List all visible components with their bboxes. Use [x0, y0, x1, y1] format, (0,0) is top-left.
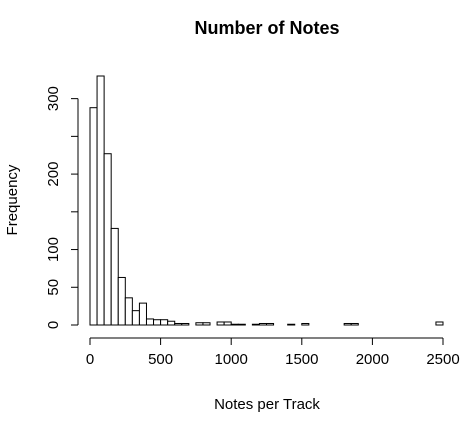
chart-title: Number of Notes [194, 18, 339, 38]
histogram-bar [216, 321, 225, 326]
histogram-bar [301, 322, 310, 326]
histogram-bar [230, 323, 239, 326]
histogram-bar [131, 310, 140, 326]
x-axis: 0 500 1000 1500 2000 2500 [86, 337, 460, 368]
histogram-bar [350, 322, 359, 326]
histogram-bar [237, 323, 246, 326]
histogram-bar [202, 322, 211, 326]
histogram-bar [138, 302, 147, 326]
histogram-bar [117, 276, 126, 326]
histogram-bar [181, 322, 190, 326]
histogram-bar [174, 322, 183, 326]
y-axis: 0 50 100 200 300 [45, 86, 79, 329]
x-axis-label: Notes per Track [214, 396, 320, 413]
x-tick-label: 1500 [285, 351, 318, 368]
histogram-bar [287, 323, 296, 326]
histogram-bar [258, 322, 268, 326]
histogram-bar [89, 107, 98, 326]
histogram-bar [160, 319, 169, 326]
histogram-bar [343, 322, 352, 326]
histogram-bar [145, 318, 155, 326]
histogram-bar [124, 297, 133, 326]
x-tick-label: 500 [148, 351, 173, 368]
y-tick-label: 100 [45, 237, 62, 262]
histogram-bar [96, 75, 105, 326]
histogram-bar [266, 322, 275, 326]
histogram-bar [167, 320, 176, 326]
x-tick-label: 0 [86, 351, 94, 368]
x-tick-label: 2000 [356, 351, 389, 368]
y-tick-label: 0 [45, 321, 62, 329]
histogram-bars [89, 75, 444, 326]
histogram-bar [195, 322, 204, 326]
y-tick-label: 300 [45, 86, 62, 111]
y-axis-label: Frequency [4, 164, 21, 235]
histogram-bar [435, 321, 444, 326]
x-tick-label: 2500 [426, 351, 459, 368]
y-tick-label: 50 [45, 279, 62, 296]
histogram-bar [153, 319, 162, 326]
y-tick-label: 200 [45, 162, 62, 187]
histogram-bar [110, 227, 119, 326]
histogram-bar [251, 323, 260, 326]
histogram-bar [103, 153, 112, 326]
x-tick-label: 1000 [215, 351, 248, 368]
histogram-bar [223, 321, 232, 326]
